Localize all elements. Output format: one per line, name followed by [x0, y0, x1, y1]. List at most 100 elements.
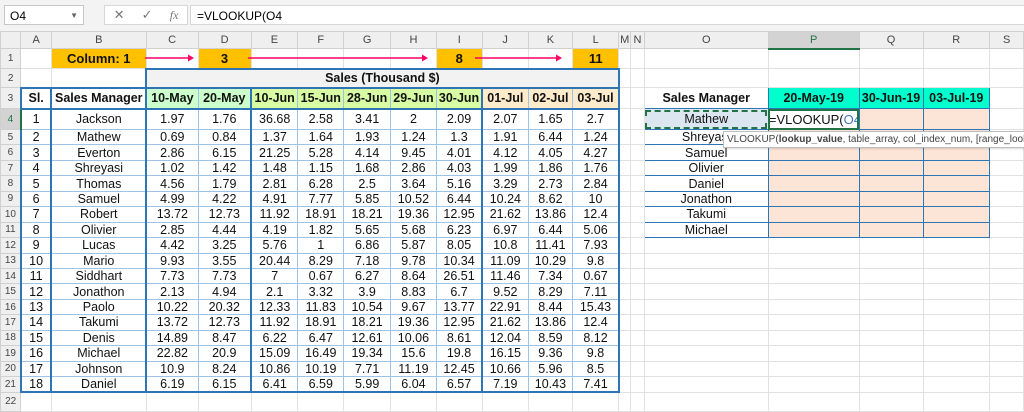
cell-Q2[interactable] — [859, 69, 923, 88]
name-cell[interactable]: Everton — [51, 145, 146, 160]
sales-cell[interactable]: 9.45 — [391, 145, 437, 160]
sales-cell[interactable]: 16.49 — [298, 346, 344, 361]
sales-cell[interactable]: 5.68 — [391, 222, 437, 237]
cell-M1[interactable] — [619, 49, 631, 69]
row-header-11[interactable]: 11 — [1, 222, 21, 237]
sl-cell[interactable]: 15 — [21, 330, 52, 345]
cell-M3[interactable] — [619, 88, 631, 109]
cell-Q22[interactable] — [859, 392, 923, 411]
sales-cell[interactable]: 8.29 — [528, 284, 573, 299]
sales-cell[interactable]: 3.55 — [198, 253, 251, 268]
sales-cell[interactable]: 3.9 — [344, 284, 391, 299]
sales-cell[interactable]: 2.09 — [436, 109, 482, 130]
sales-cell[interactable]: 10.54 — [344, 299, 391, 314]
cell-C1[interactable] — [146, 49, 198, 69]
sales-cell[interactable]: 12.95 — [436, 315, 482, 330]
sales-cell[interactable]: 10 — [573, 191, 619, 206]
sl-cell[interactable]: 10 — [21, 253, 52, 268]
cell-N14[interactable] — [631, 268, 644, 283]
cell-M15[interactable] — [619, 284, 631, 299]
sales-cell[interactable]: 5.96 — [528, 361, 573, 376]
cell-M13[interactable] — [619, 253, 631, 268]
cell-Q14[interactable] — [859, 268, 923, 283]
sl-cell[interactable]: 7 — [21, 207, 52, 222]
sales-cell[interactable]: 8.29 — [298, 253, 344, 268]
sales-cell[interactable]: 1.3 — [436, 130, 482, 145]
cell-R13[interactable] — [923, 253, 989, 268]
cell-Q16[interactable] — [859, 299, 923, 314]
cell-H1[interactable] — [391, 49, 437, 69]
cell-P17[interactable] — [768, 315, 859, 330]
sales-cell[interactable]: 7 — [251, 268, 298, 283]
sales-cell[interactable]: 2.7 — [573, 109, 619, 130]
cell-O2[interactable] — [644, 69, 768, 88]
chevron-down-icon[interactable]: ▼ — [70, 6, 78, 26]
sales-cell[interactable]: 6.47 — [298, 330, 344, 345]
cell-O16[interactable] — [644, 299, 768, 314]
cell-M19[interactable] — [619, 346, 631, 361]
column-header-L[interactable]: L — [573, 32, 619, 49]
sales-cell[interactable]: 11.83 — [298, 299, 344, 314]
cell-A2[interactable] — [21, 69, 52, 88]
sales-cell[interactable]: 6.28 — [298, 176, 344, 191]
column-header-F[interactable]: F — [298, 32, 344, 49]
sl-cell[interactable]: 9 — [21, 238, 52, 253]
lookup-name-cell[interactable]: Jonathon — [644, 191, 768, 206]
sl-cell[interactable]: 17 — [21, 361, 52, 376]
sales-cell[interactable]: 1.97 — [146, 109, 198, 130]
sales-cell[interactable]: 22.91 — [482, 299, 528, 314]
row-header-21[interactable]: 21 — [1, 377, 21, 393]
name-cell[interactable]: Paolo — [51, 299, 146, 314]
sales-cell[interactable]: 7.18 — [344, 253, 391, 268]
sales-cell[interactable]: 2.58 — [298, 109, 344, 130]
sales-cell[interactable]: 7.11 — [573, 284, 619, 299]
sales-cell[interactable]: 2.13 — [146, 284, 198, 299]
lookup-result-cell[interactable] — [768, 207, 859, 222]
sales-cell[interactable]: 8.44 — [528, 299, 573, 314]
sales-cell[interactable]: 1.37 — [251, 130, 298, 145]
lookup-name-cell[interactable]: Daniel — [644, 176, 768, 191]
sales-cell[interactable]: 6.15 — [198, 377, 251, 393]
cell-C22[interactable] — [146, 392, 198, 411]
lookup-result-cell[interactable] — [923, 160, 989, 175]
cell-E1[interactable] — [251, 49, 298, 69]
sales-cell[interactable]: 12.04 — [482, 330, 528, 345]
sl-cell[interactable]: 2 — [21, 130, 52, 145]
cell-Q12[interactable] — [859, 238, 923, 253]
row-header-20[interactable]: 20 — [1, 361, 21, 376]
lookup-result-cell[interactable] — [859, 109, 923, 130]
sales-cell[interactable]: 10.24 — [482, 191, 528, 206]
cell-I22[interactable] — [436, 392, 482, 411]
sales-cell[interactable]: 4.99 — [146, 191, 198, 206]
cell-S2[interactable] — [989, 69, 1024, 88]
cell-N19[interactable] — [631, 346, 644, 361]
column-header-E[interactable]: E — [251, 32, 298, 49]
cell-N17[interactable] — [631, 315, 644, 330]
row-header-10[interactable]: 10 — [1, 207, 21, 222]
lookup-result-cell[interactable] — [923, 207, 989, 222]
sales-cell[interactable]: 12.4 — [573, 315, 619, 330]
cell-S17[interactable] — [989, 315, 1024, 330]
cell-S12[interactable] — [989, 238, 1024, 253]
row-header-22[interactable]: 22 — [1, 392, 21, 411]
sales-cell[interactable]: 10.66 — [482, 361, 528, 376]
lookup-result-cell[interactable] — [859, 160, 923, 175]
sales-cell[interactable]: 6.19 — [146, 377, 198, 393]
lookup-result-cell[interactable] — [859, 176, 923, 191]
cell-R21[interactable] — [923, 377, 989, 393]
sales-cell[interactable]: 2.07 — [482, 109, 528, 130]
cell-M17[interactable] — [619, 315, 631, 330]
sales-cell[interactable]: 18.21 — [344, 207, 391, 222]
sales-cell[interactable]: 10.22 — [146, 299, 198, 314]
lookup-result-cell[interactable] — [923, 176, 989, 191]
cell-O13[interactable] — [644, 253, 768, 268]
sl-cell[interactable]: 1 — [21, 109, 52, 130]
cell-J1[interactable] — [482, 49, 528, 69]
column-header-J[interactable]: J — [482, 32, 528, 49]
cell-P16[interactable] — [768, 299, 859, 314]
sales-cell[interactable]: 1.68 — [344, 160, 391, 175]
row-header-9[interactable]: 9 — [1, 191, 21, 206]
sales-cell[interactable]: 3.25 — [198, 238, 251, 253]
sales-cell[interactable]: 5.16 — [436, 176, 482, 191]
cell-R16[interactable] — [923, 299, 989, 314]
